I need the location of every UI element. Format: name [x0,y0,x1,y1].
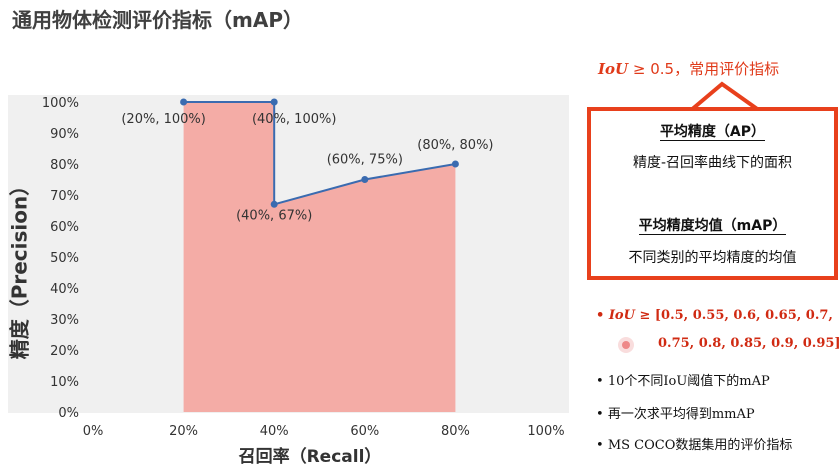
bullet-average-mmap: • 再一次求平均得到mmAP [596,407,755,422]
x-tick-label-2: 40% [260,424,289,439]
point-label-3: (60%, 75%) [327,153,403,168]
x-tick-label-5: 100% [527,424,564,439]
point-label-4: (80%, 80%) [417,138,493,153]
x-tick-label-0: 0% [83,424,104,439]
bullet-iou-thresholds-cont: 0.75, 0.8, 0.85, 0.9, 0.95] [658,336,839,351]
map-description: 不同类别的平均精度的均值 [628,250,797,266]
bullet-coco-metric: • MS COCO数据集用的评价指标 [596,438,793,453]
y-tick-label-10: 100% [42,96,79,111]
cursor-dot-icon [622,341,630,349]
ap-description: 精度-召回率曲线下的面积 [632,155,793,171]
y-tick-label-3: 30% [50,313,79,328]
y-axis-label: 精度（Precision） [7,175,32,360]
y-tick-label-5: 50% [50,251,79,266]
iou-callout-text: IoU ≥ 0.5，常用评价指标 [598,58,779,79]
x-tick-label-4: 80% [441,424,470,439]
ap-title: 平均精度（AP） [659,124,766,141]
x-tick-label-1: 20% [169,424,198,439]
point-label-0: (20%, 100%) [121,112,205,127]
y-tick-label-4: 40% [50,282,79,297]
point-label-1: (40%, 100%) [252,112,336,127]
y-tick-label-6: 60% [50,220,79,235]
y-tick-label-9: 90% [50,127,79,142]
bullet-ten-map: • 10个不同IoU阈值下的mAP [596,374,770,389]
x-tick-label-3: 60% [350,424,379,439]
page-title: 通用物体检测评价指标（mAP） [12,8,303,32]
data-point-0 [180,98,188,106]
y-tick-label-8: 80% [50,158,79,173]
point-label-2: (40%, 67%) [236,208,312,223]
y-tick-label-7: 70% [50,189,79,204]
data-point-1 [270,98,278,106]
precision-recall-chart: (20%, 100%) (40%, 100%) (40%, 67%) (60%, 75… [42,96,565,439]
ap-definition-box: 平均精度（AP） 精度-召回率曲线下的面积 平均精度均值（mAP） 不同类别的平… [587,107,838,280]
bullet-iou-thresholds: • IoU ≥ [0.5, 0.55, 0.6, 0.65, 0.7, [596,308,833,323]
y-tick-label-0: 0% [58,406,79,421]
iou-condition: ≥ 0.5， [628,60,690,78]
data-point-4 [451,160,459,168]
data-point-2 [270,200,278,208]
iou-text: 常用评价指标 [689,60,780,78]
y-tick-label-2: 20% [50,344,79,359]
y-tick-label-1: 10% [50,375,79,390]
map-title: 平均精度均值（mAP） [638,218,787,235]
iou-symbol: IoU [598,60,629,78]
x-axis-label: 召回率（Recall） [238,447,382,467]
data-point-3 [361,176,369,183]
area-under-curve [183,102,456,412]
